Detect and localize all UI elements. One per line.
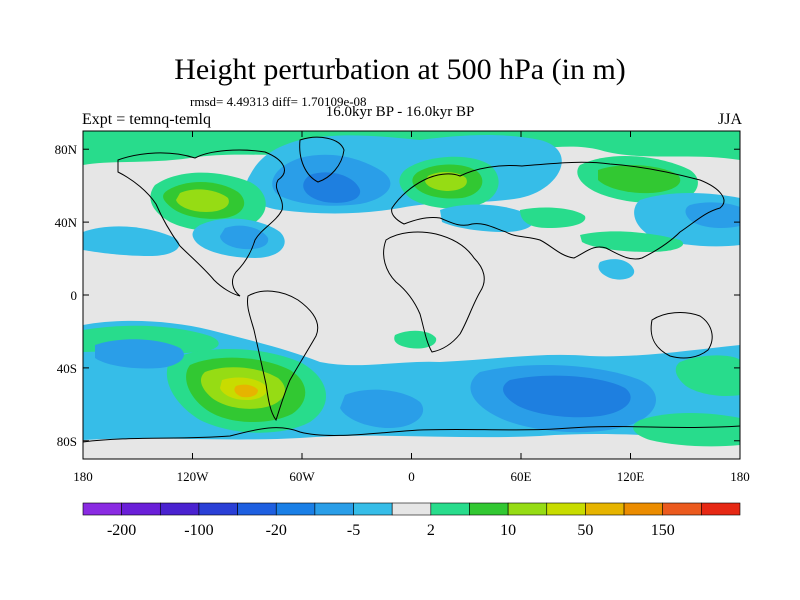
contour-asia-positive-core xyxy=(598,165,681,194)
y-axis: 80N 40N 0 40S 80S xyxy=(55,142,740,449)
experiment-label: Expt = temnq-temlq xyxy=(82,111,211,128)
colorbar-label: 150 xyxy=(651,522,675,539)
colorbar-swatch xyxy=(469,502,509,516)
contour-sa-positive-peak xyxy=(234,384,258,398)
x-tick-label: 120W xyxy=(177,469,210,484)
contour-npacific-east-negative-core xyxy=(685,202,740,228)
colorbar-label: 2 xyxy=(427,522,435,539)
coastline-antarctica xyxy=(83,425,740,443)
y-tick-label: 80S xyxy=(57,434,77,449)
colorbar-swatch xyxy=(546,502,586,516)
y-tick-label: 0 xyxy=(71,288,78,303)
y-tick-label: 80N xyxy=(55,142,78,157)
colorbar-swatch xyxy=(353,502,393,516)
contour-indian-negative-core xyxy=(503,375,631,418)
contour-antarctic-green xyxy=(633,413,740,447)
colorbar-label: -100 xyxy=(184,522,213,539)
coastline-australia xyxy=(650,312,713,359)
x-tick-label: 60E xyxy=(511,469,532,484)
x-tick-label: 60W xyxy=(289,469,315,484)
colorbar-label: -200 xyxy=(107,522,136,539)
x-axis: 180 120W 60W 0 60E 120E 180 xyxy=(73,131,750,484)
x-tick-label: 180 xyxy=(73,469,93,484)
colorbar-label: 50 xyxy=(577,522,593,539)
colorbar-swatch xyxy=(623,502,664,516)
x-tick-label: 0 xyxy=(408,469,415,484)
contour-npacific-negative xyxy=(83,226,180,256)
contour-se-pacific-green xyxy=(675,355,740,396)
contour-spacific-strip xyxy=(598,259,635,280)
colorbar-swatch xyxy=(82,502,122,516)
colorbar-label: -5 xyxy=(347,522,360,539)
coastline-europe-asia xyxy=(391,161,725,260)
colorbar: -200 -100 -20 -5 2 10 50 150 xyxy=(82,502,741,539)
coastline-greenland xyxy=(299,136,345,183)
contour-arctic-positive xyxy=(83,131,740,165)
anomaly-field xyxy=(83,131,740,459)
coastline-africa xyxy=(383,231,485,353)
colorbar-swatch xyxy=(507,502,548,516)
colorbar-swatch xyxy=(585,502,625,516)
x-tick-label: 120E xyxy=(617,469,645,484)
colorbar-label: 10 xyxy=(500,522,516,539)
contour-spacific-negative xyxy=(95,339,184,369)
colorbar-swatch xyxy=(159,502,200,516)
colorbar-swatch xyxy=(662,502,702,516)
season-label: JJA xyxy=(717,111,742,128)
chart-title: Height perturbation at 500 hPa (in m) xyxy=(174,53,626,86)
contour-nh-strong-negative xyxy=(303,172,361,203)
contour-mideast-positive xyxy=(520,207,586,228)
contour-atlantic-negative xyxy=(340,389,424,428)
y-tick-label: 40S xyxy=(57,361,77,376)
colorbar-swatch xyxy=(391,502,432,516)
contour-namerica-positive-core xyxy=(176,189,229,212)
colorbar-swatch xyxy=(121,502,161,516)
contour-europe-positive-core xyxy=(425,172,467,191)
y-tick-label: 40N xyxy=(55,215,78,230)
colorbar-label: -20 xyxy=(266,522,287,539)
colorbar-swatch xyxy=(701,502,741,516)
coastline-north-america xyxy=(117,149,285,297)
colorbar-swatch xyxy=(275,502,316,516)
colorbar-swatch xyxy=(430,502,470,516)
chart-subtitle: 16.0kyr BP - 16.0kyr BP xyxy=(325,104,475,120)
contour-antarctic-gray xyxy=(83,434,740,459)
contour-namerica-negative-core xyxy=(220,225,269,250)
colorbar-swatch xyxy=(314,502,354,516)
coastline-south-america xyxy=(247,290,319,422)
contour-tropical-positive xyxy=(580,231,684,252)
coastlines xyxy=(83,136,740,443)
stats-text: rmsd= 4.49313 diff= 1.70109e-08 xyxy=(190,94,367,109)
colorbar-swatch xyxy=(237,502,277,516)
colorbar-swatch xyxy=(198,502,238,516)
x-tick-label: 180 xyxy=(730,469,750,484)
